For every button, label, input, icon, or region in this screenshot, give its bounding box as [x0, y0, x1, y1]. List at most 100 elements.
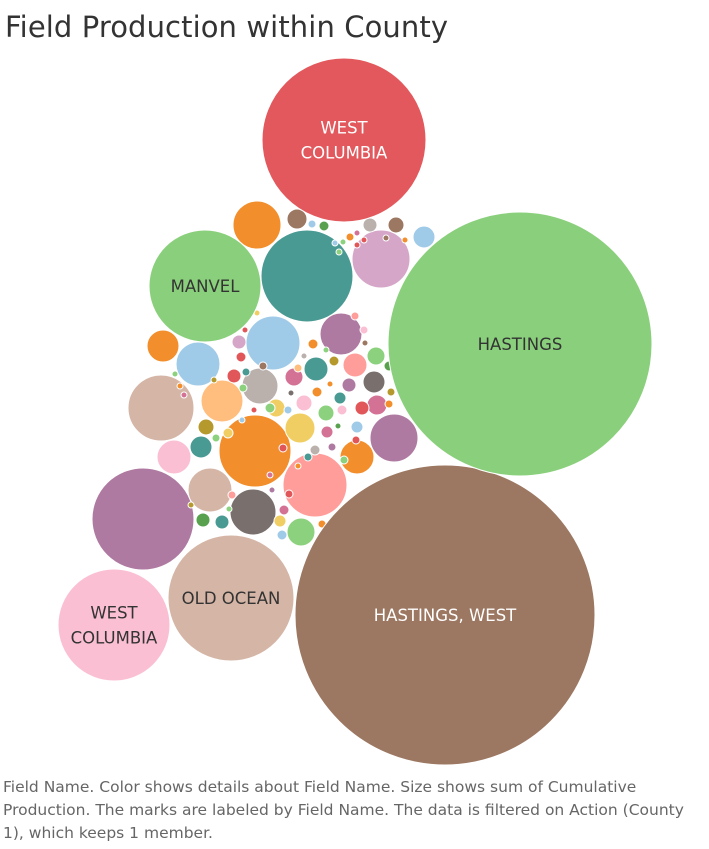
bubble[interactable] [326, 380, 334, 388]
bubble[interactable] [197, 418, 215, 436]
bubble[interactable] [322, 346, 330, 354]
bubble[interactable] [241, 326, 249, 334]
bubble[interactable] [294, 464, 596, 766]
bubble[interactable] [286, 208, 308, 230]
bubble[interactable] [311, 386, 323, 398]
bubble[interactable] [258, 361, 268, 371]
bubble[interactable] [264, 402, 276, 414]
bubble[interactable] [283, 405, 293, 415]
bubble[interactable] [200, 379, 244, 423]
bubble[interactable] [284, 489, 294, 499]
bubble[interactable] [353, 229, 361, 237]
bubble[interactable] [366, 346, 386, 366]
bubble[interactable] [317, 404, 335, 422]
bubble[interactable] [276, 529, 288, 541]
bubble[interactable] [359, 325, 369, 335]
bubble[interactable] [187, 467, 233, 513]
bubble[interactable] [227, 490, 237, 500]
bubble[interactable] [287, 389, 295, 397]
bubble[interactable] [238, 383, 248, 393]
bubble[interactable] [278, 443, 288, 453]
bubble[interactable] [369, 413, 419, 463]
bubble[interactable] [260, 229, 354, 323]
bubble[interactable] [210, 376, 218, 384]
bubble[interactable] [214, 514, 230, 530]
bubble[interactable] [195, 512, 211, 528]
bubble[interactable] [307, 338, 319, 350]
bubble[interactable] [261, 57, 427, 223]
bubble[interactable] [148, 229, 262, 343]
bubble[interactable] [295, 394, 313, 412]
bubble[interactable] [384, 399, 394, 409]
bubble[interactable] [171, 370, 179, 378]
bubble[interactable] [353, 241, 361, 249]
bubble[interactable] [218, 414, 292, 488]
bubble[interactable] [331, 239, 339, 247]
bubble[interactable] [351, 435, 361, 445]
bubble[interactable] [327, 442, 337, 452]
bubble[interactable] [57, 568, 171, 682]
bubble[interactable] [345, 232, 355, 242]
bubble[interactable] [167, 534, 295, 662]
bubble[interactable] [245, 315, 301, 371]
bubble[interactable] [354, 400, 370, 416]
bubble[interactable] [303, 356, 329, 382]
bubble[interactable] [336, 404, 348, 416]
bubble[interactable] [303, 452, 313, 462]
bubble[interactable] [189, 435, 213, 459]
bubble[interactable] [294, 462, 302, 470]
bubble[interactable] [241, 367, 251, 377]
bubble[interactable] [180, 391, 188, 399]
bubble[interactable] [339, 455, 349, 465]
bubble[interactable] [176, 382, 184, 390]
bubble[interactable] [412, 225, 436, 249]
bubble[interactable] [386, 387, 396, 397]
bubble[interactable] [351, 229, 411, 289]
bubble[interactable] [225, 505, 233, 513]
bubble[interactable] [229, 488, 277, 536]
bubble[interactable] [231, 334, 247, 350]
bubble[interactable] [350, 420, 364, 434]
bubble[interactable] [300, 352, 308, 360]
bubble[interactable] [238, 416, 246, 424]
bubble[interactable] [187, 501, 195, 509]
bubble[interactable] [232, 200, 282, 250]
bubble[interactable] [333, 391, 347, 405]
bubble[interactable] [278, 504, 290, 516]
bubble[interactable] [350, 311, 360, 321]
bubble[interactable] [318, 220, 330, 232]
bubble[interactable] [222, 427, 234, 439]
bubble[interactable] [250, 406, 258, 414]
bubble[interactable] [328, 355, 340, 367]
bubble[interactable] [293, 363, 303, 373]
bubble[interactable] [360, 236, 368, 244]
bubble[interactable] [286, 517, 316, 547]
bubble[interactable] [309, 444, 321, 456]
bubble[interactable] [284, 412, 316, 444]
bubble[interactable] [362, 217, 378, 233]
bubble[interactable] [91, 467, 195, 571]
bubble[interactable] [387, 211, 653, 477]
bubble[interactable] [235, 351, 247, 363]
bubble[interactable] [211, 433, 221, 443]
bubble[interactable] [282, 452, 348, 518]
bubble[interactable] [361, 339, 369, 347]
bubble[interactable] [401, 236, 409, 244]
bubble[interactable] [334, 422, 342, 430]
bubble[interactable] [156, 439, 192, 475]
bubble[interactable] [127, 374, 195, 442]
bubble[interactable] [335, 248, 343, 256]
bubble[interactable] [146, 329, 180, 363]
bubble[interactable] [342, 352, 368, 378]
bubble[interactable] [382, 234, 390, 242]
bubble[interactable] [268, 486, 276, 494]
bubble[interactable] [362, 370, 386, 394]
bubble[interactable] [366, 394, 388, 416]
bubble[interactable] [266, 471, 274, 479]
bubble[interactable] [341, 377, 357, 393]
bubble[interactable] [387, 216, 405, 234]
bubble[interactable] [307, 219, 317, 229]
bubble[interactable] [273, 514, 287, 528]
bubble[interactable] [320, 425, 334, 439]
bubble[interactable] [226, 368, 242, 384]
